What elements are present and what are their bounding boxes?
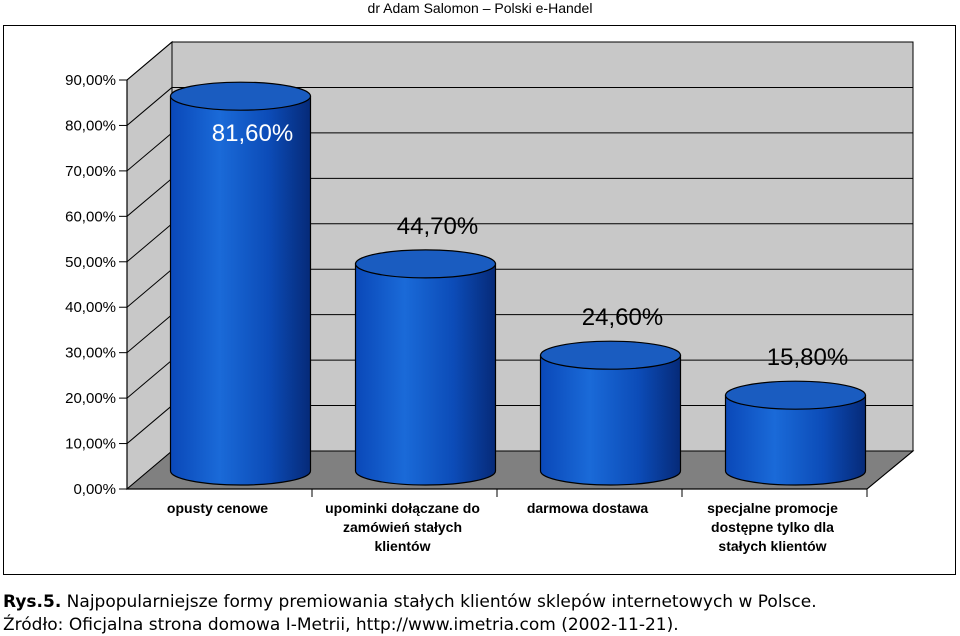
- floor-edge: [866, 450, 914, 490]
- figure-caption: Rys.5. Najpopularniejsze formy premiowan…: [3, 592, 817, 612]
- bar-3: [539, 354, 682, 486]
- gridline-side: [126, 132, 173, 172]
- x-category-label: opusty cenowe: [167, 500, 268, 516]
- bar-top-2: [354, 249, 497, 279]
- page-header: dr Adam Salomon – Polski e-Handel: [367, 0, 593, 16]
- figure-number: Rys.5.: [3, 592, 62, 612]
- gridline-side: [126, 87, 173, 126]
- y-tick-label: 60,00%: [65, 208, 116, 225]
- bar-1: [169, 95, 312, 486]
- chart-frame: 0,00% 10,00% 20,00% 30,00% 40,00% 50,00% 60,00…: [3, 25, 956, 575]
- y-tick-label: 40,00%: [65, 299, 116, 316]
- bar-chart: 0,00% 10,00% 20,00% 30,00% 40,00% 50,00% 60,00…: [65, 40, 915, 554]
- gridline-side: [126, 405, 173, 444]
- y-tick-label: 30,00%: [65, 345, 116, 362]
- data-label-3: 24,60%: [582, 304, 663, 331]
- gridline-side: [126, 268, 173, 308]
- gridline-side: [126, 359, 173, 399]
- side-wall: [126, 40, 173, 491]
- y-tick-label: 90,00%: [65, 72, 116, 89]
- bar-top-3: [539, 340, 682, 370]
- x-category-label: stałych klientów: [718, 538, 826, 554]
- bar-top-4: [724, 380, 867, 410]
- y-tick-label: 70,00%: [65, 163, 116, 180]
- y-tick-label: 10,00%: [65, 436, 116, 453]
- y-tick-label: 80,00%: [65, 117, 116, 134]
- y-tick-label: 20,00%: [65, 390, 116, 407]
- x-category-label: specjalne promocje: [707, 500, 838, 516]
- figure-source: Źródło: Oficjalna strona domowa I-Metrii…: [3, 615, 679, 635]
- data-label-2: 44,70%: [397, 213, 478, 240]
- x-category-label: upominki dołączane do: [325, 500, 480, 516]
- gridline-side: [126, 41, 173, 81]
- data-label-1: 81,60%: [212, 120, 293, 147]
- bar-4: [724, 394, 867, 486]
- gridline-side: [126, 314, 173, 354]
- x-category-label: klientów: [374, 538, 430, 554]
- bar-top-1: [169, 81, 312, 111]
- gridline-side: [126, 177, 173, 217]
- y-tick-label: 50,00%: [65, 254, 116, 271]
- x-category-label: dostępne tylko dla: [711, 519, 834, 535]
- gridline-side: [126, 223, 173, 263]
- bar-2: [354, 263, 497, 486]
- x-category-label: zamówień stałych: [343, 519, 462, 535]
- figure-title: Najpopularniejsze formy premiowania stał…: [61, 592, 817, 612]
- x-category-label: darmowa dostawa: [527, 500, 649, 516]
- data-label-4: 15,80%: [767, 344, 848, 371]
- y-tick-label: 0,00%: [73, 481, 116, 498]
